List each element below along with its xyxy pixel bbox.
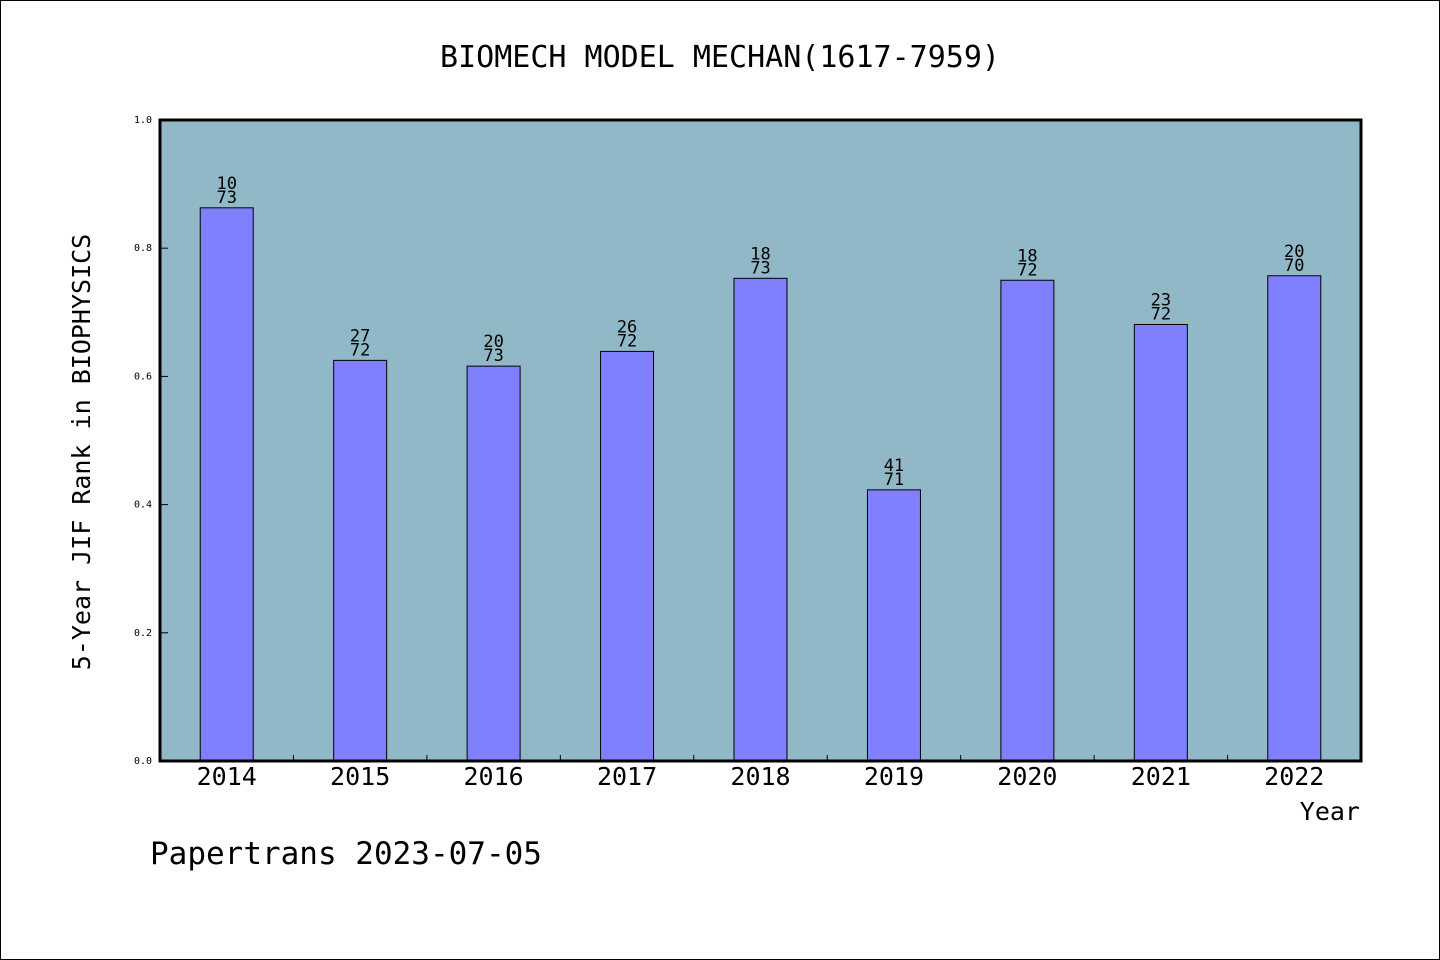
bar-rank-label-2020: 18 (1017, 246, 1037, 266)
plot-border (158, 118, 1363, 763)
y-tick-label: 1.0 (134, 115, 152, 126)
bar-total-label-2021: 72 (1151, 304, 1171, 324)
bar-rank-label-2014: 10 (216, 174, 236, 194)
bar-2020 (1000, 279, 1055, 762)
bar-2017 (600, 350, 655, 762)
bar-total-label-2015: 72 (350, 340, 370, 360)
y-tick-label: 0.4 (134, 500, 152, 511)
bar-2018 (733, 277, 788, 762)
y-tick-label: 0.2 (134, 628, 152, 639)
bar-rank-label-2022: 20 (1284, 242, 1304, 262)
x-tick-label-2016: 2016 (464, 762, 524, 791)
bar-2019 (866, 489, 921, 762)
bar-2021 (1133, 323, 1188, 762)
bar-rank-label-2015: 27 (350, 326, 370, 346)
bar-total-label-2014: 73 (216, 188, 236, 208)
bar-total-label-2020: 72 (1017, 260, 1037, 280)
x-tick-label-2017: 2017 (597, 762, 657, 791)
bar-rank-label-2017: 26 (617, 317, 637, 337)
bar-total-label-2017: 72 (617, 331, 637, 351)
y-tick-label: 0.8 (134, 243, 152, 254)
bar-2015 (333, 359, 388, 762)
bar-total-label-2016: 73 (483, 346, 503, 366)
x-tick-label-2014: 2014 (197, 762, 257, 791)
footer-text: Papertrans 2023-07-05 (150, 836, 542, 872)
bar-2022 (1267, 275, 1322, 762)
bar-rank-label-2019: 41 (884, 456, 904, 476)
bar-2016 (466, 365, 521, 762)
y-axis-label: 5-Year JIF Rank in BIOPHYSICS (67, 234, 96, 671)
bar-total-label-2019: 71 (884, 470, 904, 490)
x-tick-label-2018: 2018 (730, 762, 790, 791)
bar-rank-label-2018: 18 (750, 244, 770, 264)
x-tick-label-2020: 2020 (997, 762, 1057, 791)
bar-rank-label-2021: 23 (1151, 290, 1171, 310)
y-tick-label: 0.0 (134, 756, 152, 767)
x-tick-label-2015: 2015 (330, 762, 390, 791)
x-tick-label-2019: 2019 (864, 762, 924, 791)
x-tick-label-2022: 2022 (1264, 762, 1324, 791)
x-axis-label: Year (1300, 797, 1360, 826)
chart-title: BIOMECH MODEL MECHAN(1617-7959) (440, 40, 1000, 75)
bar-total-label-2018: 73 (750, 258, 770, 278)
bar-total-label-2022: 70 (1284, 256, 1304, 276)
y-tick-label: 0.6 (134, 371, 152, 382)
bar-rank-label-2016: 20 (483, 332, 503, 352)
x-tick-label-2021: 2021 (1131, 762, 1191, 791)
bar-2014 (199, 207, 254, 762)
